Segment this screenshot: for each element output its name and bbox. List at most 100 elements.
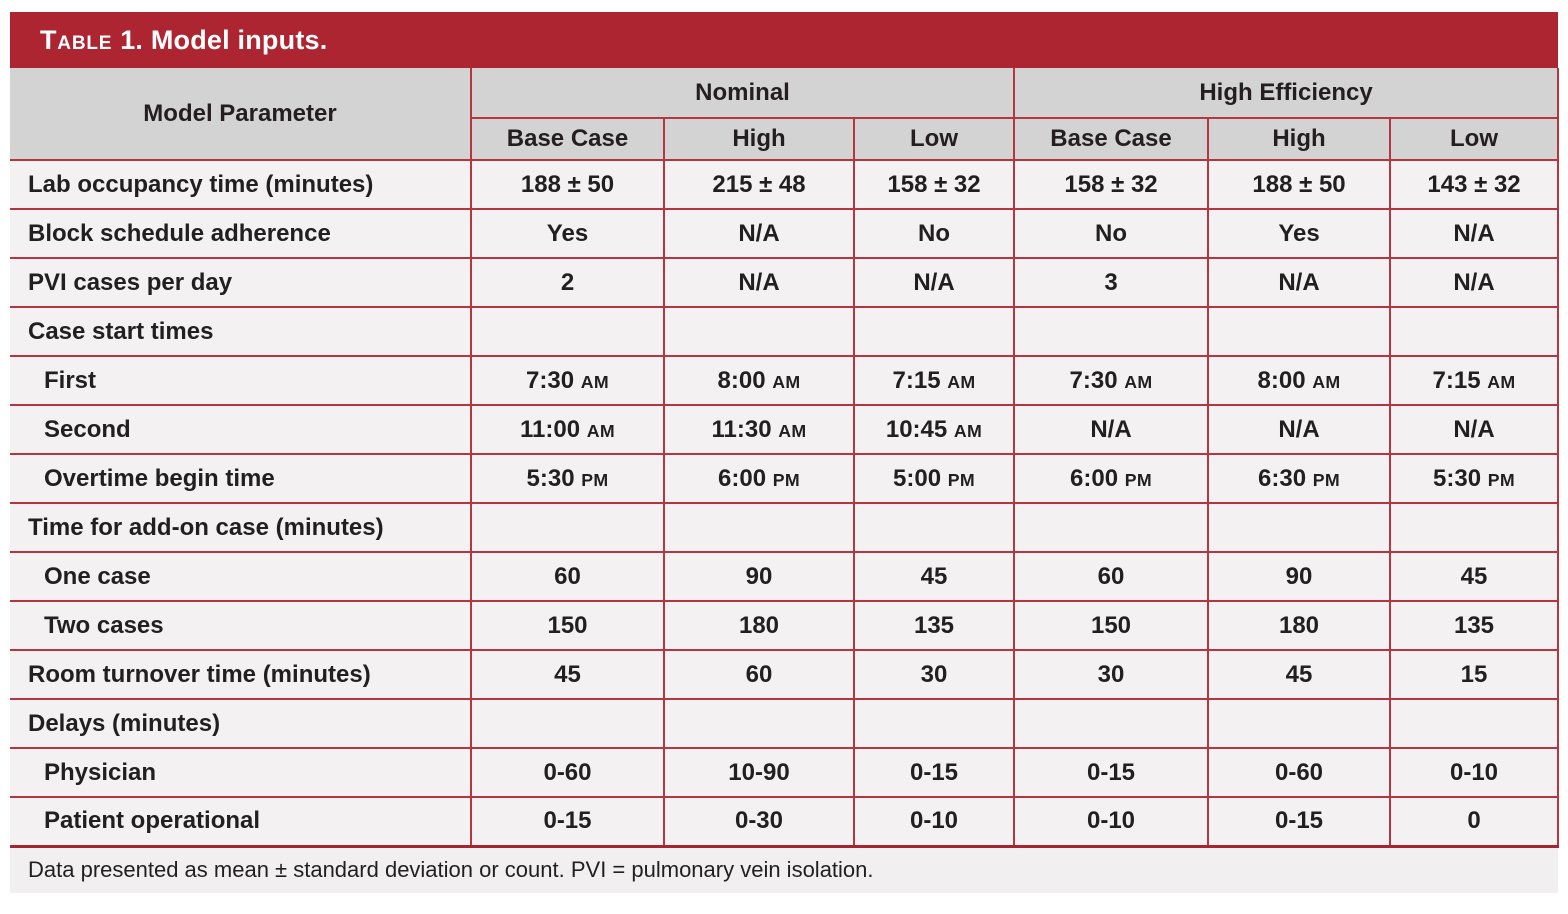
row-label: Block schedule adherence [10,208,472,259]
cell-value [470,306,665,357]
cell-value: 60 [1013,551,1210,602]
cell-value: 5:30 PM [470,453,665,504]
table-row: Block schedule adherence Yes N/A No No Yes N/A [10,208,1560,259]
table-row: Lab occupancy time (minutes) 188 ± 50 215 … [10,159,1560,210]
cell-value: 5:30 PM [1389,453,1560,504]
cell-value: 5:00 PM [852,453,1016,504]
model-inputs-table: Model Parameter Nominal High Efficiency … [10,68,1560,848]
cell-value: 7:15 AM [852,355,1016,406]
sub-header-row: Base Case High Low Base Case High Low [10,117,1560,161]
row-label: PVI cases per day [10,257,472,308]
cell-value: 150 [470,600,665,651]
table-row: Two cases 150 180 135 150 180 135 [10,600,1560,651]
cell-value [1207,306,1392,357]
column-header-he-base-case: Base Case [1013,117,1210,161]
cell-value: Yes [1207,208,1392,259]
cell-value: 0-15 [1013,747,1210,798]
cell-value: 0-10 [852,796,1016,848]
table-figure: Table 1. Model inputs. Model Parameter N… [10,12,1560,893]
row-label: Two cases [10,600,472,651]
cell-value [852,698,1016,749]
cell-value: 0-10 [1389,747,1560,798]
cell-value [663,698,855,749]
cell-value [1013,698,1210,749]
table-row: Physician 0-60 10-90 0-15 0-15 0-60 0-10 [10,747,1560,798]
table-row: Overtime begin time 5:30 PM 6:00 PM 5:00 PM… [10,453,1560,504]
row-label: Overtime begin time [10,453,472,504]
table-footnote: Data presented as mean ± standard deviat… [10,847,1558,893]
cell-value: 188 ± 50 [470,159,665,210]
cell-value: 6:00 PM [663,453,855,504]
cell-value: 45 [1207,649,1392,700]
cell-value [470,502,665,553]
cell-value [1207,698,1392,749]
cell-value: 60 [470,551,665,602]
cell-value: Yes [470,208,665,259]
cell-value: 7:15 AM [1389,355,1560,406]
row-label: Delays (minutes) [10,698,472,749]
cell-value [1389,698,1560,749]
table-row: Second 11:00 AM 11:30 AM 10:45 AM N/A N/A N/A [10,404,1560,455]
table-row: Time for add-on case (minutes) [10,502,1560,553]
cell-value: 45 [470,649,665,700]
cell-value: N/A [852,257,1016,308]
cell-value [1013,306,1210,357]
cell-value: N/A [1389,257,1560,308]
table-row: Patient operational 0-15 0-30 0-10 0-10 0-15 0 [10,796,1560,848]
cell-value: 2 [470,257,665,308]
row-label: Lab occupancy time (minutes) [10,159,472,210]
table-row: First 7:30 AM 8:00 AM 7:15 AM 7:30 AM 8:00 AM… [10,355,1560,406]
cell-value: 143 ± 32 [1389,159,1560,210]
column-header-nominal-low: Low [852,117,1016,161]
row-label: Physician [10,747,472,798]
cell-value: 0-30 [663,796,855,848]
column-group-nominal: Nominal [469,68,1016,119]
cell-value [852,306,1016,357]
cell-value: 30 [1013,649,1210,700]
cell-value: 158 ± 32 [852,159,1016,210]
cell-value: 0-10 [1013,796,1210,848]
cell-value [1389,502,1560,553]
cell-value: N/A [1389,208,1560,259]
row-label: Room turnover time (minutes) [10,649,472,700]
column-header-model-parameter: Model Parameter [10,68,472,161]
cell-value [663,502,855,553]
row-label: Patient operational [10,796,472,848]
cell-value: 215 ± 48 [663,159,855,210]
column-header-he-low: Low [1389,117,1560,161]
cell-value: N/A [1389,404,1560,455]
cell-value: 0-60 [470,747,665,798]
cell-value: N/A [1207,404,1392,455]
table-row: One case 60 90 45 60 90 45 [10,551,1560,602]
cell-value [852,502,1016,553]
cell-value: 45 [1389,551,1560,602]
table-row: Delays (minutes) [10,698,1560,749]
row-label: Second [10,404,472,455]
cell-value: 0-60 [1207,747,1392,798]
cell-value [1013,502,1210,553]
cell-value: 7:30 AM [1013,355,1210,406]
table-row: Room turnover time (minutes) 45 60 30 30 45 15 [10,649,1560,700]
cell-value: 135 [852,600,1016,651]
cell-value [1207,502,1392,553]
row-label: Time for add-on case (minutes) [10,502,472,553]
cell-value: 11:30 AM [663,404,855,455]
cell-value: 10:45 AM [852,404,1016,455]
table-title-prefix: Table [40,24,113,55]
cell-value: 30 [852,649,1016,700]
column-group-high-efficiency: High Efficiency [1013,68,1560,119]
cell-value: 8:00 AM [663,355,855,406]
group-header-row: Model Parameter Nominal High Efficiency [10,68,1560,161]
table-title-bar: Table 1. Model inputs. [10,12,1558,68]
cell-value: 90 [1207,551,1392,602]
cell-value: 0 [1389,796,1560,848]
cell-value: 60 [663,649,855,700]
cell-value: 135 [1389,600,1560,651]
row-label: Case start times [10,306,472,357]
cell-value: 0-15 [470,796,665,848]
cell-value: 90 [663,551,855,602]
column-header-he-high: High [1207,117,1392,161]
cell-value: N/A [663,257,855,308]
cell-value: 180 [663,600,855,651]
cell-value: 180 [1207,600,1392,651]
